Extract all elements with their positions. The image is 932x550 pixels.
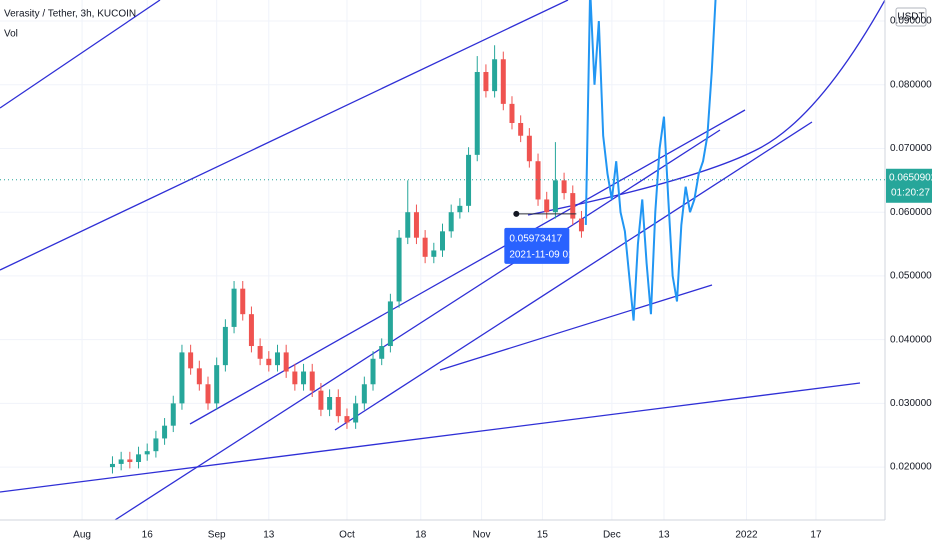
currency-box[interactable] [895,7,927,27]
candle-body [205,384,211,404]
trend-line [189,109,746,425]
candle-body [222,326,228,366]
candle-body [448,212,454,232]
x-tick-label: 13 [658,530,670,541]
candle-body [109,463,115,468]
candle-body [544,199,550,213]
candle-body [344,416,350,423]
candle-body [309,371,315,391]
y-tick-label: 0.06000000 [890,207,932,218]
candle-body [327,397,333,410]
candle-body [413,212,419,238]
marker-value: 0.05973417 [509,234,562,245]
x-tick-label: 15 [537,530,549,541]
x-tick-label: 18 [415,530,427,541]
marker-point [513,210,520,217]
candle-body [318,390,324,410]
x-tick-label: Nov [473,530,491,541]
candle-body [552,180,558,213]
x-tick-label: 2022 [735,530,758,541]
candle-body [136,454,142,463]
candle-body [483,72,489,92]
x-tick-label: 17 [810,530,822,541]
trend-line [334,121,813,431]
candle-body [526,135,532,162]
candle-body [162,425,168,439]
price-axis [885,0,932,550]
x-tick-label: Aug [73,530,91,541]
candle-body [196,368,202,385]
y-tick-label: 0.05000000 [890,271,932,282]
projection-line [584,0,717,321]
x-tick-label: Oct [339,530,355,541]
candle-body [440,231,445,251]
marker-time: 2021-11-09 01:00 [509,250,588,261]
candle-body [578,218,584,232]
candle-body [127,459,133,463]
currency[interactable]: USDT [897,12,924,23]
trend-curve [527,0,885,216]
candle-body [570,193,576,219]
y-tick-label: 0.04000000 [890,334,932,345]
y-tick-label: 0.03000000 [890,398,932,409]
candle-body [361,384,367,404]
last-price-box [886,168,932,203]
trend-line [439,284,713,371]
x-tick-label: Sep [208,530,226,541]
y-tick-label: 0.07000000 [890,143,932,154]
candle-body [457,205,463,213]
last-price-label: 0.06509029 [889,172,932,183]
candle-body [188,352,194,369]
candle-body [301,371,307,385]
candle-body [240,288,246,315]
candle-body [466,154,472,206]
candle-body [422,237,428,257]
x-tick-label: 16 [142,530,154,541]
candle-body [500,59,506,104]
candle-body [353,403,359,423]
candle-body [292,371,298,385]
candle-body [535,161,541,200]
candle-body [170,403,176,426]
candle-body [474,72,480,155]
candle-body [405,212,411,238]
candle-body [509,103,515,123]
candle-body [518,122,524,136]
candle-body [379,346,385,359]
y-tick-label: 0.08000000 [890,79,932,90]
candle-body [283,352,289,372]
trend-line [0,382,861,493]
candle-body [370,358,376,385]
candle-body [214,365,220,404]
candle-body [231,288,237,327]
candle-body [335,397,341,417]
candle-body [492,59,498,92]
candle-body [396,237,402,302]
candle-body [257,346,263,359]
candle-body [274,352,280,366]
candle-body [266,358,272,366]
candle-body [431,250,437,257]
candle-body [179,352,185,404]
marker-box [504,227,570,264]
candle-body [387,301,393,347]
x-tick-label: 13 [263,530,275,541]
candle-body [144,451,150,455]
y-tick-label: 0.02000000 [890,462,932,473]
x-tick-label: Dec [603,530,621,541]
chart-title: Verasity / Tether, 3h, KUCOIN [4,9,136,20]
volume-label: Vol [4,29,18,40]
trend-line [0,0,569,271]
y-tick-label: 0.09000000 [890,16,932,27]
countdown: 01:20:27 [891,187,930,198]
candle-body [561,180,567,194]
candle-body [248,314,254,347]
candle-body [118,459,124,464]
plot-area [0,0,885,474]
trend-line [0,0,161,109]
candle-body [153,438,159,452]
